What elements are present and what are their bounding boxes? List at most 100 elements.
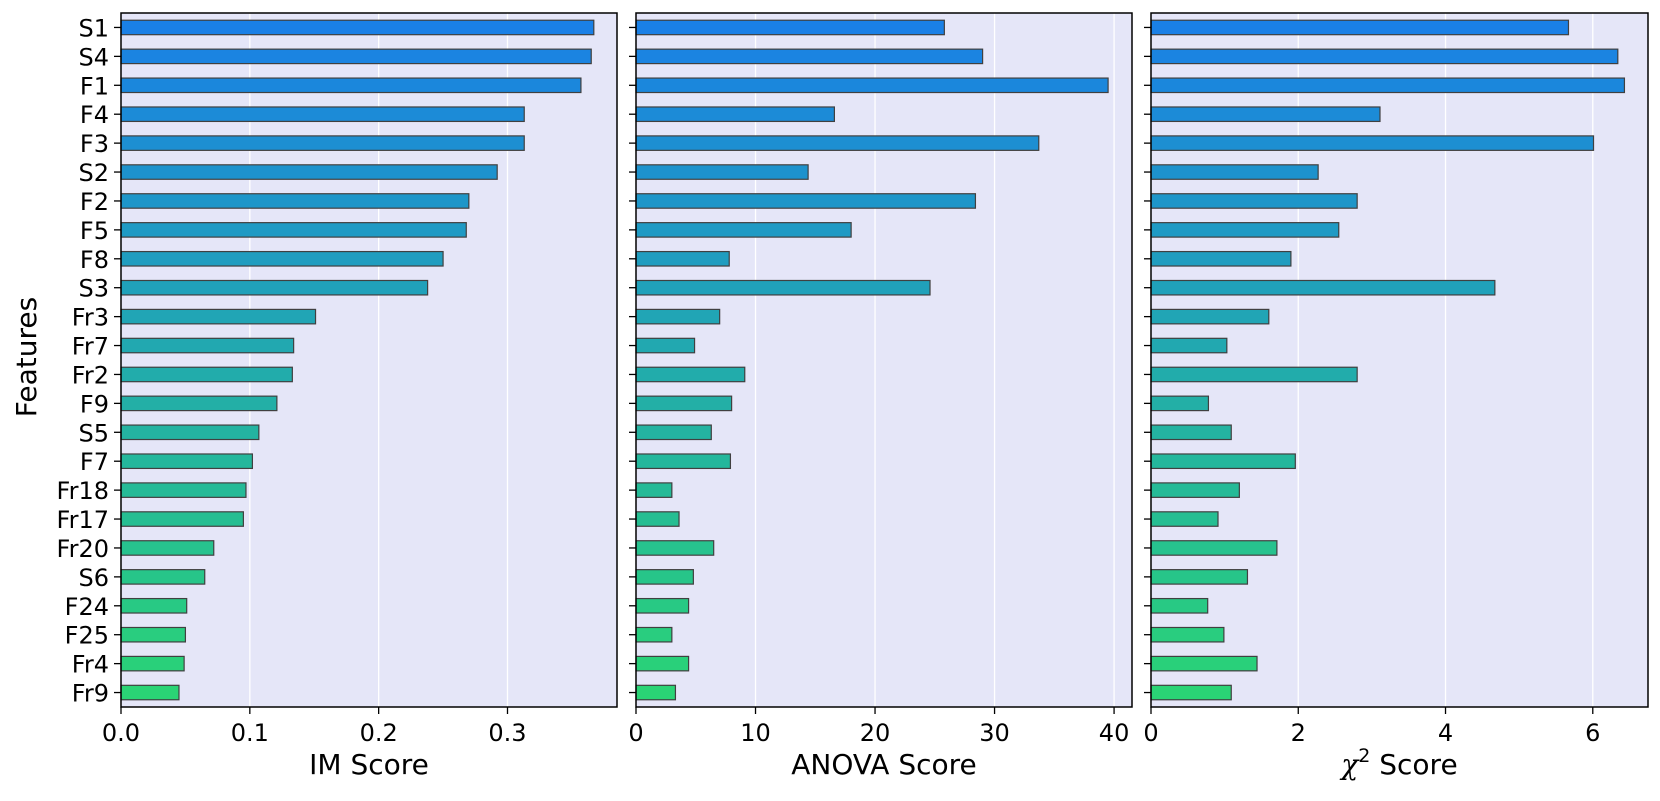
bar-Fr18 [120,482,247,498]
bar-S3 [1150,279,1496,296]
bar-Fr17 [120,511,244,527]
bar-F24 [120,597,188,614]
bar-S3 [120,279,429,296]
y-tick-label: F3 [80,130,109,158]
y-tick-label: S5 [78,419,109,447]
y-tick-label: F1 [80,72,109,100]
bar-Fr9 [635,684,677,701]
bar-F1 [1150,77,1626,94]
plot-frame [120,12,618,708]
bar-S4 [635,48,984,65]
plot-background [636,13,1132,707]
y-tick-label: Fr20 [57,535,109,563]
bar-Fr4 [635,655,690,672]
bar-S1 [120,19,595,36]
bar-F7 [120,453,254,470]
bar-Fr7 [635,337,696,354]
bar-F5 [635,222,852,238]
x-tick-label: 0 [628,719,643,747]
bar-Fr2 [1150,366,1358,383]
x-tick-label: 20 [860,719,891,747]
bar-F3 [1150,135,1595,151]
y-tick-label: F9 [80,390,109,418]
x-tick-label: 0 [1143,719,1158,747]
bar-F9 [1150,395,1210,412]
bar-F4 [1150,106,1381,123]
bar-F24 [1150,597,1209,614]
bar-F4 [635,106,835,123]
panel-1: 0.0 0.1 0.2 0.3S1S4F1F4F3S2F2F5F8S3Fr3Fr7Fr… [57,12,618,781]
plot-frame [1150,12,1649,708]
bar-Fr18 [1150,482,1240,498]
y-tick-label: Fr9 [72,680,109,708]
bar-Fr20 [1150,540,1278,556]
bar-Fr9 [120,684,180,701]
bar-S1 [635,19,945,36]
bar-F5 [120,222,467,238]
plot-background [121,13,617,707]
y-tick-label: S3 [78,275,109,303]
y-tick-label: F24 [65,593,109,621]
bar-F9 [635,395,733,412]
y-tick-label: S2 [78,159,109,187]
y-tick-label: F2 [80,188,109,216]
bar-Fr3 [120,308,317,325]
y-axis-label: Features [10,297,43,417]
bar-S6 [635,569,694,585]
y-tick-label: F25 [65,622,109,650]
panel-2: 0 10 20 30 40 ANOVA Score [628,12,1133,781]
bar-F1 [120,77,582,94]
plot-frame [635,12,1133,708]
bar-S2 [1150,164,1319,180]
bar-F24 [635,597,690,614]
y-tick-label: Fr17 [57,506,109,534]
bar-S5 [635,424,712,441]
y-tick-label: F7 [80,448,109,476]
bar-F9 [120,395,278,412]
bar-Fr7 [120,337,295,354]
bar-S2 [120,164,498,180]
x-tick-label: 6 [1585,719,1600,747]
bar-F25 [120,626,187,643]
x-tick-label: 0.3 [488,719,526,747]
x-axis-label: ANOVA Score [791,748,977,781]
bar-S4 [1150,48,1619,65]
y-tick-label: F4 [80,101,109,129]
bar-Fr4 [120,655,185,672]
bar-S6 [1150,569,1249,585]
bar-F7 [1150,453,1296,470]
bar-Fr3 [635,308,721,325]
bar-F7 [635,453,732,470]
bar-F5 [1150,222,1340,238]
bar-S4 [120,48,592,65]
y-tick-label: S4 [78,43,109,71]
bar-F2 [120,193,470,209]
x-axis-label: IM Score [309,748,429,781]
bar-F3 [635,135,1040,151]
panels: 0.0 0.1 0.2 0.3S1S4F1F4F3S2F2F5F8S3Fr3Fr7Fr… [57,12,1649,781]
x-tick-label: 40 [1099,719,1130,747]
superscript: 2 [1358,745,1370,767]
chi-symbol: χ [1339,748,1360,781]
x-tick-label: 30 [979,719,1010,747]
bar-F8 [120,250,444,267]
bar-Fr3 [1150,308,1270,325]
plot-background [1151,13,1648,707]
x-axis-label-text: Score [1370,748,1457,781]
x-tick-label: 4 [1438,719,1453,747]
bar-S1 [1150,19,1570,36]
bar-Fr17 [635,511,680,527]
bar-S3 [635,279,931,296]
x-tick-label: 10 [740,719,771,747]
x-tick-label: 0.1 [231,719,269,747]
y-tick-label: Fr2 [72,361,109,389]
y-tick-label: F5 [80,217,109,245]
bar-F2 [1150,193,1358,209]
bar-F8 [635,250,730,267]
bar-F3 [120,135,525,151]
bar-Fr4 [1150,655,1258,672]
bar-Fr2 [635,366,746,383]
bar-Fr20 [635,540,715,556]
bar-Fr17 [1150,511,1219,527]
bar-F8 [1150,250,1292,267]
